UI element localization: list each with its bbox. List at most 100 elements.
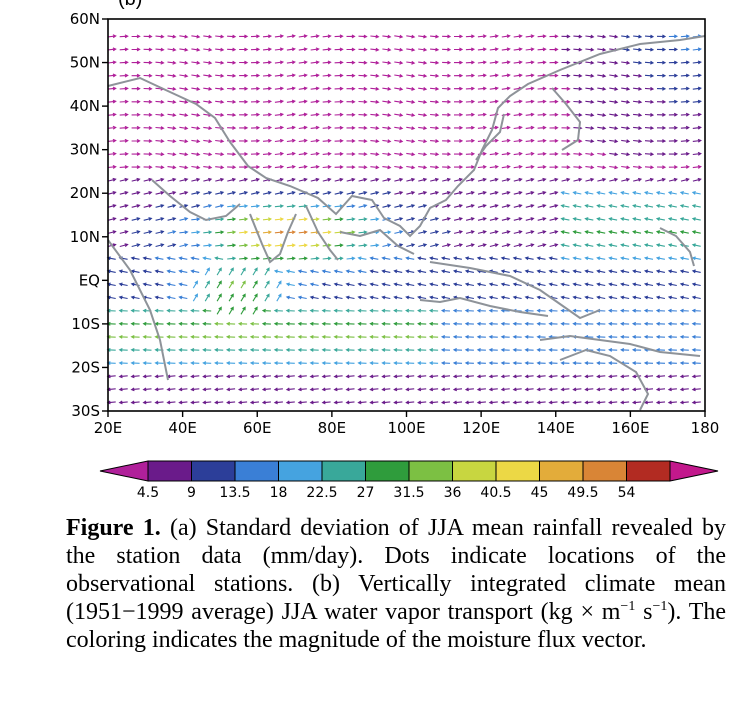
flux-vector [476,400,486,405]
flux-vector [179,230,189,235]
flux-vector [167,100,177,104]
flux-vector [298,73,308,78]
flux-vector [261,361,271,365]
flux-vector [309,387,319,392]
flux-vector [227,165,237,170]
flux-vector [297,295,307,300]
flux-vector [239,60,249,65]
flux-vector [297,308,307,313]
flux-vector [430,139,440,144]
flux-vector [608,400,618,405]
flux-vector [310,73,320,78]
flux-vector [442,126,452,130]
flux-vector [584,256,594,261]
flux-vector [107,177,117,182]
flux-vector [274,60,285,65]
flux-vector [680,47,690,52]
flux-vector [345,282,355,287]
flux-vector [656,47,667,52]
flux-vector [656,73,667,78]
flux-vector [298,125,308,130]
flux-vector [561,177,571,182]
flux-vector [596,217,606,221]
flux-vector [333,308,343,313]
flux-vector [549,243,559,248]
flux-vector [428,374,439,379]
flux-vector [406,87,416,91]
flux-vector [476,308,486,313]
flux-vector [346,34,356,39]
flux-vector [406,73,416,78]
flux-vector [537,230,547,234]
flux-vector [191,73,201,78]
flux-vector [178,269,188,274]
flux-vector [585,73,595,78]
flux-vector [382,86,392,91]
flux-vector [382,126,392,131]
flux-vector [131,230,141,234]
flux-vector [692,151,702,156]
flux-vector [286,125,296,130]
flux-vector [679,308,689,313]
flux-vector [573,86,583,91]
flux-vector [309,295,319,300]
flux-vector [179,217,189,221]
flux-vector [572,387,582,392]
flux-vector [513,138,523,143]
flux-vector [297,387,307,392]
flux-vector [274,190,284,195]
flux-vector [345,308,355,313]
flux-vector [453,243,464,248]
flux-vector [667,335,677,339]
flux-vector [465,230,475,234]
flux-vector [381,282,391,287]
flux-vector [358,217,368,222]
flux-vector [488,256,498,261]
flux-vector [322,217,332,222]
flux-vector [321,321,331,326]
flux-vector [632,256,642,261]
flux-vector [453,217,464,221]
flux-vector [357,348,367,352]
flux-vector [548,348,558,352]
flux-vector [393,269,403,274]
flux-vector [130,374,140,379]
flux-vector [107,112,117,117]
flux-vector [667,321,677,326]
flux-vector [596,374,606,379]
flux-vector [513,125,523,130]
flux-vector [406,217,416,221]
flux-vector [273,374,283,379]
flux-vector [203,243,213,248]
flux-vector [501,86,511,91]
flux-vector [370,73,380,78]
flux-vector [286,164,296,169]
flux-vector [501,47,511,52]
flux-vector [643,295,654,300]
flux-vector [227,177,237,182]
flux-vector [143,217,153,221]
flux-vector [430,73,440,78]
flux-vector [621,126,631,131]
flux-vector [596,243,606,248]
flux-vector [166,400,176,405]
flux-vector [250,204,261,209]
flux-vector [107,190,117,195]
flux-vector [310,256,320,261]
flux-vector [500,282,510,287]
flux-vector [418,177,428,182]
colorbar-box [278,460,323,482]
flux-vector [691,204,701,208]
flux-vector [346,60,356,65]
flux-vector [644,126,655,130]
flux-vector [154,321,164,326]
flux-vector [655,335,666,339]
flux-vector [298,112,308,117]
flux-vector [525,217,535,221]
flux-vector [452,361,463,365]
flux-vector [573,177,583,182]
flux-vector [203,100,213,104]
flux-vector [155,47,165,52]
flux-vector [561,86,571,91]
flux-vector [406,60,416,65]
